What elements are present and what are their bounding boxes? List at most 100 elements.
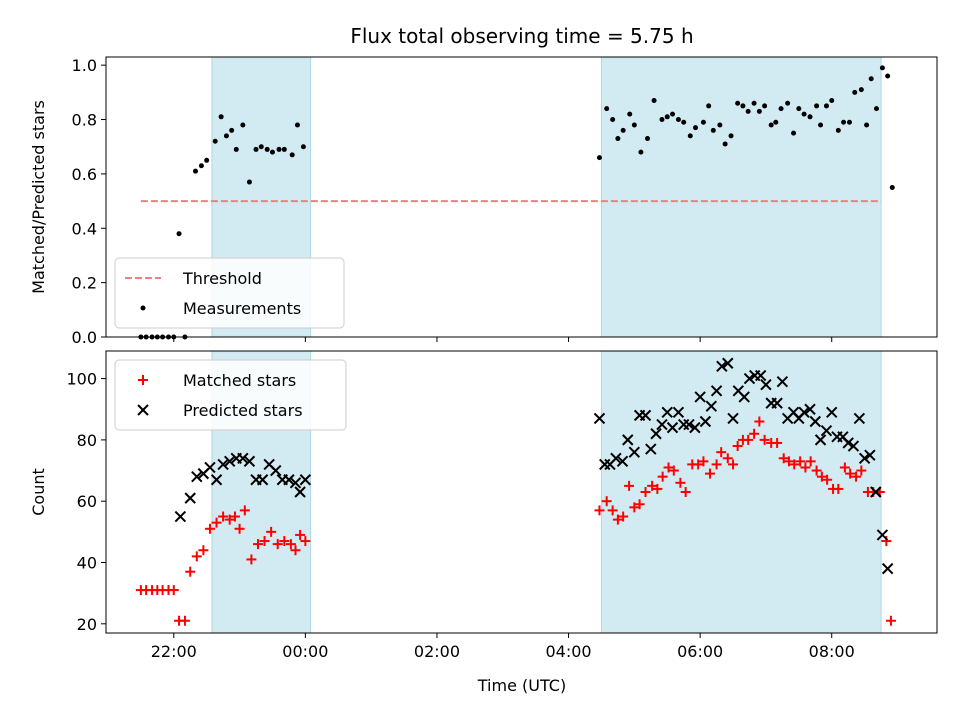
matched-stars-point: [259, 536, 270, 547]
legend-x-marker: [137, 404, 149, 416]
matched-stars-point: [851, 471, 862, 482]
predicted-stars-point: [650, 428, 662, 440]
predicted-stars-point: [738, 391, 750, 403]
measurements-point: [710, 127, 716, 133]
predicted-stars-point: [809, 415, 821, 428]
matched-stars-point: [845, 468, 856, 479]
measurements-point: [681, 119, 687, 125]
predicted-stars-point: [716, 360, 728, 373]
predicted-stars-point: [743, 372, 756, 385]
legend-box: [114, 359, 347, 431]
measurements-point: [807, 114, 813, 120]
x-stroke-2: [283, 474, 295, 486]
x-stroke-2: [732, 385, 745, 397]
x-stroke-2: [804, 403, 816, 415]
matched-stars-point: [693, 459, 704, 470]
matched-stars-point: [629, 502, 640, 513]
measurements-point: [258, 144, 264, 150]
matched-stars-point: [229, 511, 240, 522]
measurements-point: [240, 122, 246, 128]
x-stroke-2: [864, 449, 876, 461]
predicted-stars-point: [628, 446, 641, 458]
matched-stars-point: [300, 536, 311, 547]
x-stroke-2: [716, 360, 728, 373]
measurements-point: [846, 119, 852, 125]
matched-stars-point: [218, 511, 229, 522]
axes-frame: [105, 350, 938, 634]
y-tick-label: 0.8: [72, 111, 97, 130]
legend-label: Threshold: [182, 269, 262, 288]
y-tick-label: 80: [77, 431, 97, 450]
x-stroke-2: [294, 486, 306, 498]
x-stroke-2: [263, 458, 275, 471]
matched-stars-point: [279, 536, 290, 547]
measurements-point: [289, 152, 295, 158]
measurements-point: [801, 111, 807, 117]
matched-stars-point: [789, 459, 800, 470]
predicted-stars-point: [689, 421, 701, 434]
x-stroke-2: [639, 409, 652, 422]
x-stroke-2: [223, 455, 236, 468]
predicted-stars-point: [256, 474, 269, 486]
axes-frame: [105, 56, 938, 338]
x-stroke-2: [847, 440, 860, 452]
predicted-stars-point: [666, 421, 679, 434]
measurements-point: [864, 122, 870, 128]
measurements-point: [773, 119, 779, 125]
predicted-stars-point: [842, 437, 854, 449]
predicted-stars-point: [760, 379, 772, 391]
y-tick-label: 0.4: [72, 219, 97, 238]
x-stroke-2: [616, 455, 629, 468]
matched-stars-point: [822, 474, 833, 485]
predicted-stars-point: [661, 406, 673, 419]
x-tick-label: 22:00: [151, 642, 197, 661]
x-stroke-2: [593, 412, 606, 425]
x-stroke-2: [722, 357, 734, 369]
predicted-stars-point: [699, 415, 712, 428]
x-stroke-2: [760, 379, 772, 391]
x-stroke-2: [666, 421, 679, 434]
matched-stars-point: [728, 459, 739, 470]
measurements-point: [796, 106, 802, 112]
measurements-point: [762, 103, 768, 109]
matched-stars-point: [663, 462, 674, 473]
x-stroke-2: [710, 385, 723, 397]
matched-stars-point: [705, 468, 716, 479]
matched-stars-point: [634, 499, 645, 510]
x-stroke-2: [787, 406, 800, 419]
predicted-stars-point: [814, 434, 827, 446]
x-stroke-2: [743, 372, 756, 385]
measurements-point: [281, 146, 287, 152]
measurements-point: [198, 163, 204, 169]
x-stroke-2: [610, 452, 622, 464]
predicted-stars-point: [210, 474, 223, 486]
x-tick-label: 00:00: [282, 642, 328, 661]
matched-stars-point: [885, 615, 896, 626]
predicted-stars-point: [776, 375, 789, 388]
matched-stars-point: [594, 505, 605, 516]
x-tick-label: 02:00: [414, 642, 460, 661]
matched-stars-point: [698, 456, 709, 467]
matched-stars-point: [711, 459, 722, 470]
matched-stars-point: [657, 471, 668, 482]
measurements-point: [276, 146, 282, 152]
matched-stars-point: [179, 615, 190, 626]
measurements-point: [176, 231, 182, 237]
legend-label: Predicted stars: [183, 401, 303, 420]
x-stroke-2: [210, 474, 223, 486]
x-stroke-2: [705, 400, 718, 412]
measurements-point: [879, 65, 885, 71]
y-tick-label: 1.0: [72, 56, 97, 75]
matched-stars-point: [612, 514, 623, 525]
matched-stars-point: [833, 483, 844, 494]
predicted-stars-point: [798, 406, 810, 419]
predicted-stars-point: [622, 434, 634, 446]
x-stroke-2: [289, 477, 302, 489]
y-tick-label: 0.0: [72, 328, 97, 347]
x-stroke-2: [881, 562, 894, 575]
measurements-point: [631, 122, 637, 128]
y-tick-label: 0.2: [72, 274, 97, 293]
matched-stars-point: [601, 496, 612, 507]
matched-stars-point: [772, 437, 783, 448]
